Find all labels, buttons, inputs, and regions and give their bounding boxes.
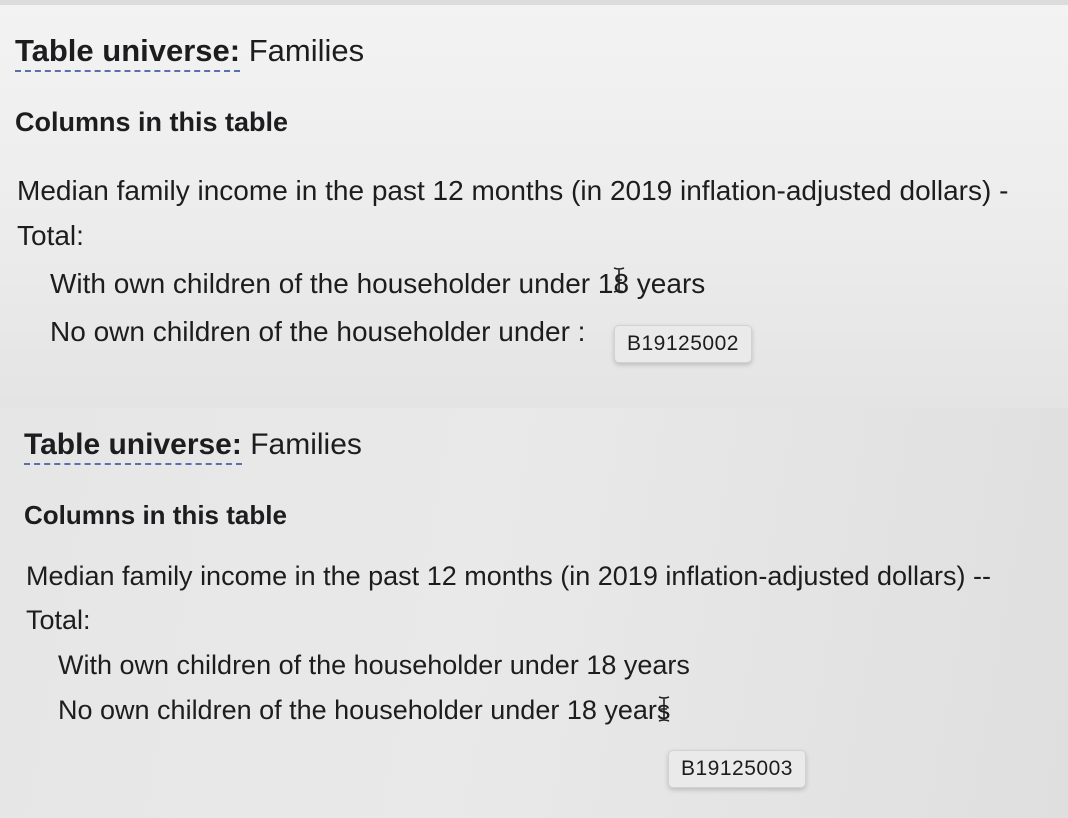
universe-label[interactable]: Table universe: (15, 33, 241, 72)
column-no-children: No own children of the householder under… (58, 695, 671, 725)
table-info-panel-bottom: Table universe: Families Columns in this… (0, 408, 1068, 818)
column-with-children: With own children of the householder und… (50, 268, 706, 299)
text-cursor-icon (613, 267, 625, 293)
text-cursor-icon (658, 696, 670, 722)
universe-value: Families (248, 33, 365, 68)
column-code-tooltip: B19125002 (614, 325, 752, 363)
columns-heading: Columns in this table (15, 107, 289, 137)
column-total: Total: (26, 605, 91, 635)
universe-label[interactable]: Table universe: (24, 428, 242, 465)
column-total: Total: (17, 220, 84, 251)
columns-heading: Columns in this table (24, 500, 287, 530)
table-universe: Table universe: Families (15, 33, 365, 72)
universe-value: Families (250, 428, 362, 461)
column-with-children: With own children of the householder und… (58, 650, 690, 680)
table-info-panel-top: Table universe: Families Columns in this… (0, 0, 1068, 408)
column-median-income: Median family income in the past 12 mont… (26, 561, 991, 591)
column-code-tooltip: B19125003 (668, 750, 806, 788)
column-median-income: Median family income in the past 12 mont… (17, 175, 1009, 206)
column-no-children: No own children of the householder under… (50, 316, 586, 347)
table-universe: Table universe: Families (24, 428, 362, 465)
